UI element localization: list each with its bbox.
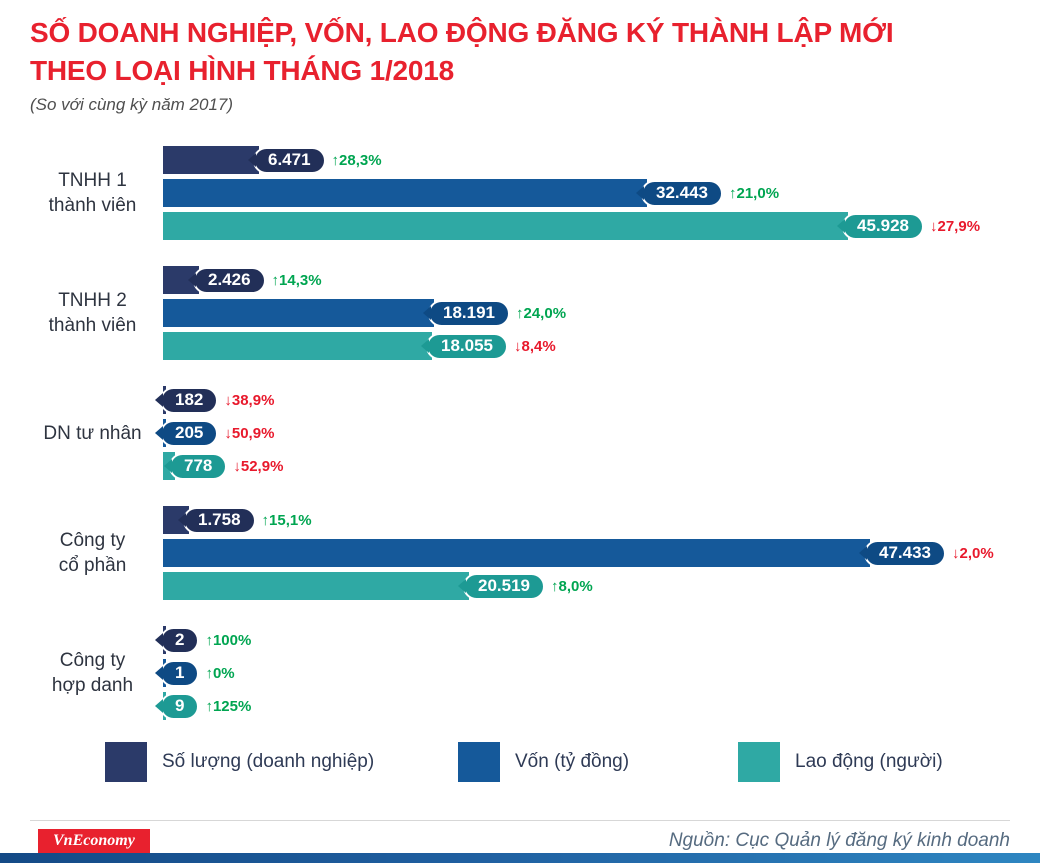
bar-row: 2 ↑100% (160, 626, 1030, 654)
category-label: TNHH 2 thành viên (48, 290, 137, 336)
change-up: ↑28,3% (331, 151, 382, 169)
change-down: ↓27,9% (930, 217, 981, 235)
value-badge: 205 (160, 419, 219, 447)
bar-row: 18.191 ↑24,0% (163, 299, 1030, 327)
value-badge: 45.928 (842, 212, 924, 240)
legend-item-labor: Lao động (người) (738, 742, 943, 782)
bar-row: 1 ↑0% (160, 659, 1030, 687)
bottom-strip (0, 853, 1040, 863)
change-up: ↑24,0% (516, 304, 567, 322)
change-up: ↑21,0% (729, 184, 780, 202)
legend: Số lượng (doanh nghiệp) Vốn (tỷ đồng) Lao … (0, 742, 1040, 788)
bar-labor (163, 212, 848, 240)
legend-swatch-capital (458, 742, 500, 782)
bar-row: 205 ↓50,9% (160, 419, 1030, 447)
value-badge: 778 (169, 452, 228, 480)
value-badge: 6.471 (253, 146, 326, 174)
change-up: ↑125% (205, 697, 252, 715)
change-up: ↑100% (205, 631, 252, 649)
change-down: ↓50,9% (224, 424, 275, 442)
change-down: ↓38,9% (224, 391, 275, 409)
bar-row: 45.928 ↓27,9% (163, 212, 1030, 240)
bar-row: 18.055 ↓8,4% (163, 332, 1030, 360)
bar-row: 6.471 ↑28,3% (163, 146, 1030, 174)
bar-row: 182 ↓38,9% (160, 386, 1030, 414)
bar-list: 2.426 ↑14,3% 18.191 ↑24,0% 18.055 ↓8,4% (163, 266, 1030, 360)
page-title: SỐ DOANH NGHIỆP, VỐN, LAO ĐỘNG ĐĂNG KÝ T… (30, 14, 1010, 90)
value-badge: 1.758 (183, 506, 256, 534)
legend-label: Vốn (tỷ đồng) (515, 751, 630, 772)
category-label: Công ty cổ phần (58, 530, 127, 576)
chart-group: Công ty cổ phần 1.758 ↑15,1% 47.433 ↓2,0% 20.5… (30, 506, 1030, 600)
change-down: ↓8,4% (514, 337, 556, 355)
value-badge: 182 (160, 386, 219, 414)
category-label: TNHH 1 thành viên (48, 170, 137, 216)
bar-list: 2 ↑100% 1 ↑0% 9 ↑125% (160, 626, 1030, 720)
chart-rows: TNHH 1 thành viên 6.471 ↑28,3% 32.443 ↑21,0% 4… (30, 146, 1030, 720)
bar-list: 6.471 ↑28,3% 32.443 ↑21,0% 45.928 ↓27,9% (163, 146, 1030, 240)
bar-row: 778 ↓52,9% (163, 452, 1030, 480)
category-label: Công ty hợp danh (51, 650, 134, 696)
vneconomy-logo: VnEconomy (38, 829, 150, 853)
bar-row: 20.519 ↑8,0% (163, 572, 1030, 600)
footer-divider (30, 820, 1010, 821)
legend-swatch-labor (738, 742, 780, 782)
bar-labor (163, 572, 469, 600)
legend-label: Số lượng (doanh nghiệp) (162, 751, 375, 772)
category-label: DN tư nhân (43, 422, 142, 444)
value-badge: 20.519 (463, 572, 545, 600)
value-badge: 9 (160, 692, 200, 720)
bar-row: 1.758 ↑15,1% (163, 506, 1030, 534)
chart-group: DN tư nhân 182 ↓38,9% 205 ↓50,9% 778 ↓52,9% (30, 386, 1030, 480)
title-line-2: THEO LOẠI HÌNH THÁNG 1/2018 (30, 55, 455, 86)
value-badge: 2 (160, 626, 200, 654)
bar-quantity (163, 146, 259, 174)
change-down: ↓2,0% (952, 544, 994, 562)
value-badge: 47.433 (864, 539, 946, 567)
value-badge: 32.443 (641, 179, 723, 207)
legend-label: Lao động (người) (795, 751, 943, 772)
bar-list: 182 ↓38,9% 205 ↓50,9% 778 ↓52,9% (160, 386, 1030, 480)
legend-item-capital: Vốn (tỷ đồng) (458, 742, 629, 782)
bar-row: 32.443 ↑21,0% (163, 179, 1030, 207)
chart-group: Công ty hợp danh 2 ↑100% 1 ↑0% 9 ↑125% (30, 626, 1030, 720)
bar-row: 47.433 ↓2,0% (163, 539, 1030, 567)
change-down: ↓52,9% (233, 457, 284, 475)
title-line-1: SỐ DOANH NGHIỆP, VỐN, LAO ĐỘNG ĐĂNG KÝ T… (30, 17, 894, 48)
value-badge: 18.191 (428, 299, 510, 327)
value-badge: 1 (160, 659, 200, 687)
bar-row: 2.426 ↑14,3% (163, 266, 1030, 294)
legend-swatch-quantity (105, 742, 147, 782)
bar-capital (163, 539, 870, 567)
subtitle: (So với cùng kỳ năm 2017) (30, 95, 234, 114)
legend-item-quantity: Số lượng (doanh nghiệp) (105, 742, 374, 782)
change-up: ↑15,1% (261, 511, 312, 529)
bar-capital (163, 179, 647, 207)
change-up: ↑8,0% (551, 577, 593, 595)
value-badge: 18.055 (426, 332, 508, 360)
change-up: ↑14,3% (271, 271, 322, 289)
bar-labor (163, 332, 432, 360)
bar-list: 1.758 ↑15,1% 47.433 ↓2,0% 20.519 ↑8,0% (163, 506, 1030, 600)
bar-capital (163, 299, 434, 327)
change-up: ↑0% (205, 664, 235, 682)
header: SỐ DOANH NGHIỆP, VỐN, LAO ĐỘNG ĐĂNG KÝ T… (30, 14, 1010, 115)
value-badge: 2.426 (193, 266, 266, 294)
source-text: Nguồn: Cục Quản lý đăng ký kinh doanh (668, 830, 1010, 851)
chart-group: TNHH 1 thành viên 6.471 ↑28,3% 32.443 ↑21,0% 4… (30, 146, 1030, 240)
chart-group: TNHH 2 thành viên 2.426 ↑14,3% 18.191 ↑24,0% 1… (30, 266, 1030, 360)
bar-row: 9 ↑125% (160, 692, 1030, 720)
